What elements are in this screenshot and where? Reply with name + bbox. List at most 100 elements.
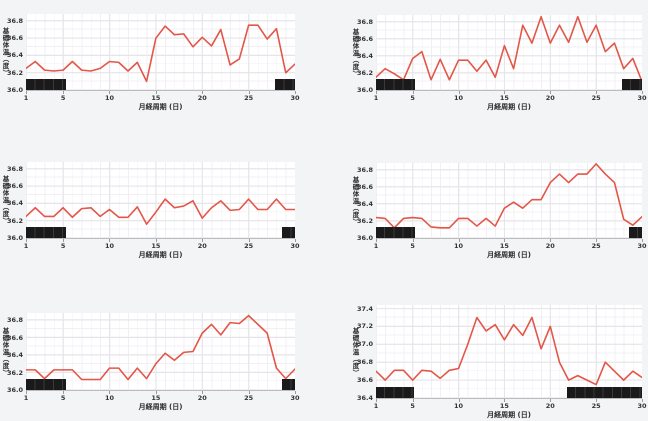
x-tick-mark (155, 91, 157, 94)
x-tick-mark (26, 91, 27, 94)
chart-canvas (376, 15, 642, 90)
menstruation-period-bar (376, 227, 416, 238)
y-tick-label: 36.2 (6, 68, 23, 77)
x-tick-mark (376, 239, 377, 242)
x-tick-mark (550, 399, 552, 402)
chart-canvas (26, 14, 295, 90)
x-tick-mark (26, 239, 27, 242)
y-tick-label: 37.0 (356, 340, 373, 349)
bbt-chart-middle-left: 基礎体温（度） 36.0 36.2 36.4 36.6 36.8 1 5 10 15 20 25 30 月… (0, 140, 324, 280)
x-tick-label: 30 (637, 242, 647, 250)
x-tick-label: 5 (60, 94, 66, 102)
x-tick-mark (504, 91, 506, 94)
y-tick-label: 37.4 (356, 304, 373, 313)
y-tick-label: 36.0 (6, 86, 23, 94)
x-axis-title: 月経周期 (日) (487, 103, 531, 111)
x-tick-mark (155, 239, 157, 242)
x-tick-mark (295, 239, 296, 242)
x-tick-label: 15 (151, 242, 161, 250)
x-tick-label: 10 (454, 242, 464, 250)
x-tick-label: 10 (454, 94, 464, 102)
plot-area (26, 14, 295, 91)
x-axis-title: 月経周期 (日) (487, 411, 531, 419)
x-tick-label: 25 (591, 242, 601, 250)
temperature-line (26, 24, 295, 83)
x-axis-title: 月経周期 (日) (487, 251, 531, 259)
x-tick-label: 1 (373, 402, 379, 410)
x-tick-label: 1 (373, 242, 379, 250)
x-tick-label: 30 (637, 94, 647, 102)
x-tick-label: 10 (104, 242, 114, 250)
y-tick-label: 36.4 (6, 351, 23, 359)
x-axis-title: 月経周期 (日) (138, 403, 183, 411)
y-tick-label: 36.0 (6, 234, 23, 242)
temperature-line (376, 15, 642, 83)
menstruation-period-bar (376, 387, 414, 398)
menstruation-period-bar (26, 379, 66, 390)
x-tick-label: 25 (244, 242, 254, 250)
menstruation-period-bar (629, 227, 642, 238)
x-tick-mark (248, 91, 250, 94)
menstruation-period-bar (566, 387, 642, 398)
temperature-line (26, 198, 295, 225)
x-tick-label: 10 (104, 94, 114, 102)
x-tick-label: 5 (60, 242, 66, 250)
x-tick-label: 25 (591, 94, 601, 102)
x-tick-label: 15 (499, 94, 509, 102)
x-tick-mark (458, 399, 460, 402)
x-tick-mark (412, 239, 414, 242)
x-tick-mark (376, 399, 377, 402)
x-tick-mark (109, 239, 111, 242)
y-tick-label: 36.6 (6, 34, 23, 43)
y-tick-label: 36.4 (6, 51, 23, 60)
y-tick-label: 36.8 (356, 165, 373, 174)
x-tick-mark (504, 399, 506, 402)
y-tick-label: 36.2 (356, 68, 373, 77)
y-tick-label: 36.4 (356, 199, 373, 208)
x-tick-label: 5 (410, 402, 415, 410)
x-tick-mark (412, 91, 414, 94)
x-tick-label: 25 (591, 402, 601, 410)
x-tick-mark (412, 399, 414, 402)
x-tick-label: 5 (410, 94, 415, 102)
y-tick-label: 37.2 (356, 322, 373, 331)
x-tick-mark (109, 91, 111, 94)
x-axis-title: 月経周期 (日) (138, 251, 183, 259)
plot-area (376, 163, 642, 239)
x-tick-label: 1 (23, 394, 29, 402)
x-tick-label: 20 (545, 94, 555, 102)
x-tick-label: 20 (197, 94, 207, 102)
y-tick-label: 36.6 (356, 182, 373, 191)
y-tick-label: 36.4 (356, 394, 373, 402)
x-tick-mark (295, 391, 296, 394)
x-tick-label: 30 (290, 394, 300, 402)
chart-canvas (376, 163, 642, 238)
bbt-chart-bottom-right: 基礎体温（度） 36.4 36.6 36.8 37.0 37.2 37.4 1 5 10 15 20 2… (324, 280, 648, 421)
x-tick-label: 20 (197, 242, 207, 250)
plot-area (376, 15, 642, 91)
y-tick-label: 36.8 (356, 358, 373, 367)
chart-canvas (26, 313, 295, 390)
x-tick-label: 1 (23, 242, 29, 250)
plot-area (376, 305, 642, 399)
x-tick-mark (26, 391, 27, 394)
x-tick-mark (376, 91, 377, 94)
x-tick-mark (63, 239, 65, 242)
x-tick-label: 5 (60, 394, 66, 402)
y-tick-label: 36.6 (6, 333, 23, 342)
x-tick-mark (596, 399, 598, 402)
y-axis-title: 基礎体温（度） (351, 28, 359, 77)
y-tick-label: 36.6 (6, 182, 23, 191)
x-tick-mark (202, 239, 204, 242)
x-tick-mark (248, 391, 250, 394)
y-axis-title: 基礎体温（度） (351, 327, 359, 376)
x-tick-mark (642, 239, 643, 242)
temperature-line (376, 316, 642, 386)
x-tick-mark (458, 239, 460, 242)
y-tick-label: 36.8 (356, 17, 373, 26)
y-axis-title: 基礎体温（度） (1, 27, 9, 77)
x-tick-mark (550, 91, 552, 94)
temperature-line (376, 163, 642, 229)
menstruation-period-bar (26, 79, 66, 90)
